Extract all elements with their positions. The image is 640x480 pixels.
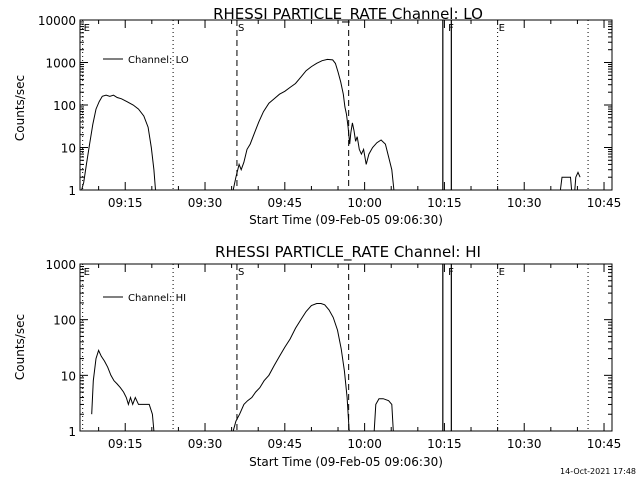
panel-lo-legend-label: Channel: LO xyxy=(128,55,189,66)
panel-lo-y-tick-label-0: 1 xyxy=(68,184,76,198)
panel-lo-legend: Channel: LO xyxy=(103,55,189,66)
panel-hi-series-0-segment-0 xyxy=(91,349,155,432)
panel-hi-frame xyxy=(79,263,613,432)
panel-hi-x-tick-label-6: 10:45 xyxy=(587,437,622,451)
panel-hi-series-0-segment-2 xyxy=(373,398,394,432)
panel-hi-title: RHESSI PARTICLE_RATE Channel: HI xyxy=(215,243,481,262)
panel-hi-legend-label: Channel: HI xyxy=(128,293,186,304)
panel-lo-x-tick-label-3: 10:00 xyxy=(347,196,382,210)
panel-lo-x-tick-label-5: 10:30 xyxy=(507,196,542,210)
panel-lo-series-0-segment-0 xyxy=(81,94,156,191)
panel-lo-frame xyxy=(79,19,613,191)
panel-hi-legend: Channel: HI xyxy=(103,293,186,304)
panel-hi-series-0-segment-1 xyxy=(232,303,350,432)
panel-lo-marker-label-5: E xyxy=(499,23,505,34)
panel-hi-y-tick-label-0: 1 xyxy=(68,425,76,439)
panel-lo-y-tick-label-3: 1000 xyxy=(45,57,76,71)
generation-timestamp: 14-Oct-2021 17:48 xyxy=(560,467,636,476)
panel-lo-series-0-segment-1 xyxy=(232,58,395,191)
panel-lo-ylabel: Counts/sec xyxy=(13,75,27,141)
panel-hi-x-tick-label-0: 09:15 xyxy=(108,437,143,451)
panel-hi: RHESSI PARTICLE_RATE Channel: HI Counts/… xyxy=(13,243,621,469)
panel-hi-y-tick-label-1: 10 xyxy=(61,369,76,383)
panel-lo-marker-label-0: E xyxy=(84,23,90,34)
panel-lo-x-tick-label-2: 09:45 xyxy=(268,196,303,210)
panel-hi-x-tick-label-1: 09:30 xyxy=(188,437,223,451)
panel-lo-x-tick-label-0: 09:15 xyxy=(108,196,143,210)
panel-lo-marker-label-4: F xyxy=(448,23,454,34)
panel-lo-y-tick-label-4: 10000 xyxy=(38,14,76,28)
panel-hi-y-tick-label-3: 1000 xyxy=(45,258,76,272)
panel-hi-x-tick-label-2: 09:45 xyxy=(268,437,303,451)
panel-hi-marker-label-5: E xyxy=(499,267,505,278)
panel-lo-x-tick-label-6: 10:45 xyxy=(587,196,622,210)
panel-lo: RHESSI PARTICLE_RATE Channel: LO Counts/… xyxy=(13,5,621,227)
panel-lo-xlabel: Start Time (09-Feb-05 09:06:30) xyxy=(249,213,443,227)
panel-lo-x-tick-label-4: 10:15 xyxy=(427,196,462,210)
panel-hi-y-tick-label-2: 100 xyxy=(53,314,76,328)
panel-hi-marker-label-0: E xyxy=(84,267,90,278)
panel-lo-y-tick-label-2: 100 xyxy=(53,99,76,113)
panel-lo-marker-label-2: S xyxy=(238,23,244,34)
panel-hi-x-tick-label-3: 10:00 xyxy=(347,437,382,451)
panel-lo-title: RHESSI PARTICLE_RATE Channel: LO xyxy=(213,5,483,24)
panel-lo-x-tick-label-1: 09:30 xyxy=(188,196,223,210)
panel-hi-x-tick-label-4: 10:15 xyxy=(427,437,462,451)
panel-hi-xlabel: Start Time (09-Feb-05 09:06:30) xyxy=(249,455,443,469)
panel-lo-y-tick-label-1: 10 xyxy=(61,142,76,156)
panel-hi-x-tick-label-5: 10:30 xyxy=(507,437,542,451)
panel-hi-ylabel: Counts/sec xyxy=(13,314,27,380)
panel-hi-marker-label-4: F xyxy=(448,267,454,278)
panel-hi-marker-label-2: S xyxy=(238,267,244,278)
